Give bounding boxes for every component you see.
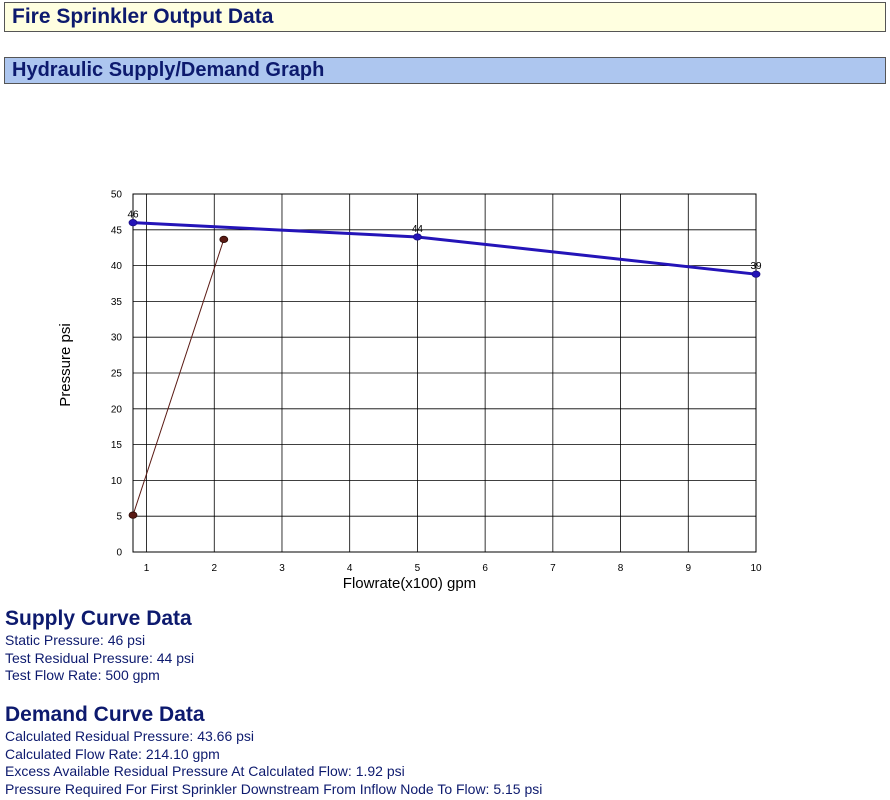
supply-point-label: 39 [750,261,762,272]
supply-point [751,270,761,278]
demand-curve-title: Demand Curve Data [5,703,205,726]
x-tick-label: 6 [482,563,488,574]
chart-series [128,219,761,519]
y-tick-label: 15 [111,440,123,451]
static-pressure-line: Static Pressure: 46 psi [5,632,146,648]
demand-curve-section: Demand Curve Data Calculated Residual Pr… [5,702,875,798]
supply-point [128,219,138,227]
x-tick-label: 9 [686,563,692,574]
demand-point [128,511,138,519]
page-title: Fire Sprinkler Output Data [4,2,886,32]
chart-grid [132,193,757,553]
y-tick-label: 20 [111,404,123,415]
x-tick-label: 7 [550,563,556,574]
x-tick-label: 3 [279,563,285,574]
x-tick-label: 5 [415,563,421,574]
x-tick-label: 4 [347,563,353,574]
y-tick-label: 35 [111,297,123,308]
excess-residual-pressure-line: Excess Available Residual Pressure At Ca… [5,763,405,779]
calculated-flow-rate-line: Calculated Flow Rate: 214.10 gpm [5,745,220,762]
x-tick-label: 1 [144,563,150,574]
supply-point-label: 46 [127,210,139,221]
y-tick-label: 25 [111,369,123,380]
supply-point-label: 44 [412,224,424,235]
x-axis-title: Flowrate(x100) gpm [343,575,476,592]
supply-point [413,233,422,241]
supply-curve-section: Supply Curve Data Static Pressure: 46 ps… [5,606,875,685]
graph-section-title: Hydraulic Supply/Demand Graph [4,57,886,84]
y-axis-title: Pressure psi [57,323,74,406]
y-tick-label: 0 [116,548,122,559]
supply-curve-title: Supply Curve Data [5,607,192,630]
x-tick-labels: 1 2 3 4 5 6 7 8 9 10 [144,563,762,574]
y-tick-label: 30 [111,333,123,344]
first-sprinkler-pressure-line: Pressure Required For First Sprinkler Do… [5,780,543,797]
y-tick-labels: 0 5 10 15 20 25 30 35 40 45 50 [111,190,123,559]
y-tick-label: 45 [111,225,123,236]
test-flow-rate-line: Test Flow Rate: 500 gpm [5,667,160,683]
y-tick-label: 40 [111,261,123,272]
test-residual-pressure-line: Test Residual Pressure: 44 psi [5,649,195,666]
y-tick-label: 10 [111,476,123,487]
calculated-residual-pressure-line: Calculated Residual Pressure: 43.66 psi [5,728,255,744]
y-tick-label: 5 [116,512,122,523]
demand-point [219,235,229,243]
x-tick-label: 8 [618,563,624,574]
point-labels: 46 44 39 [127,210,762,273]
y-tick-label: 50 [111,190,123,201]
x-tick-label: 2 [211,563,217,574]
x-tick-label: 10 [750,563,762,574]
demand-curve-line [132,239,225,516]
